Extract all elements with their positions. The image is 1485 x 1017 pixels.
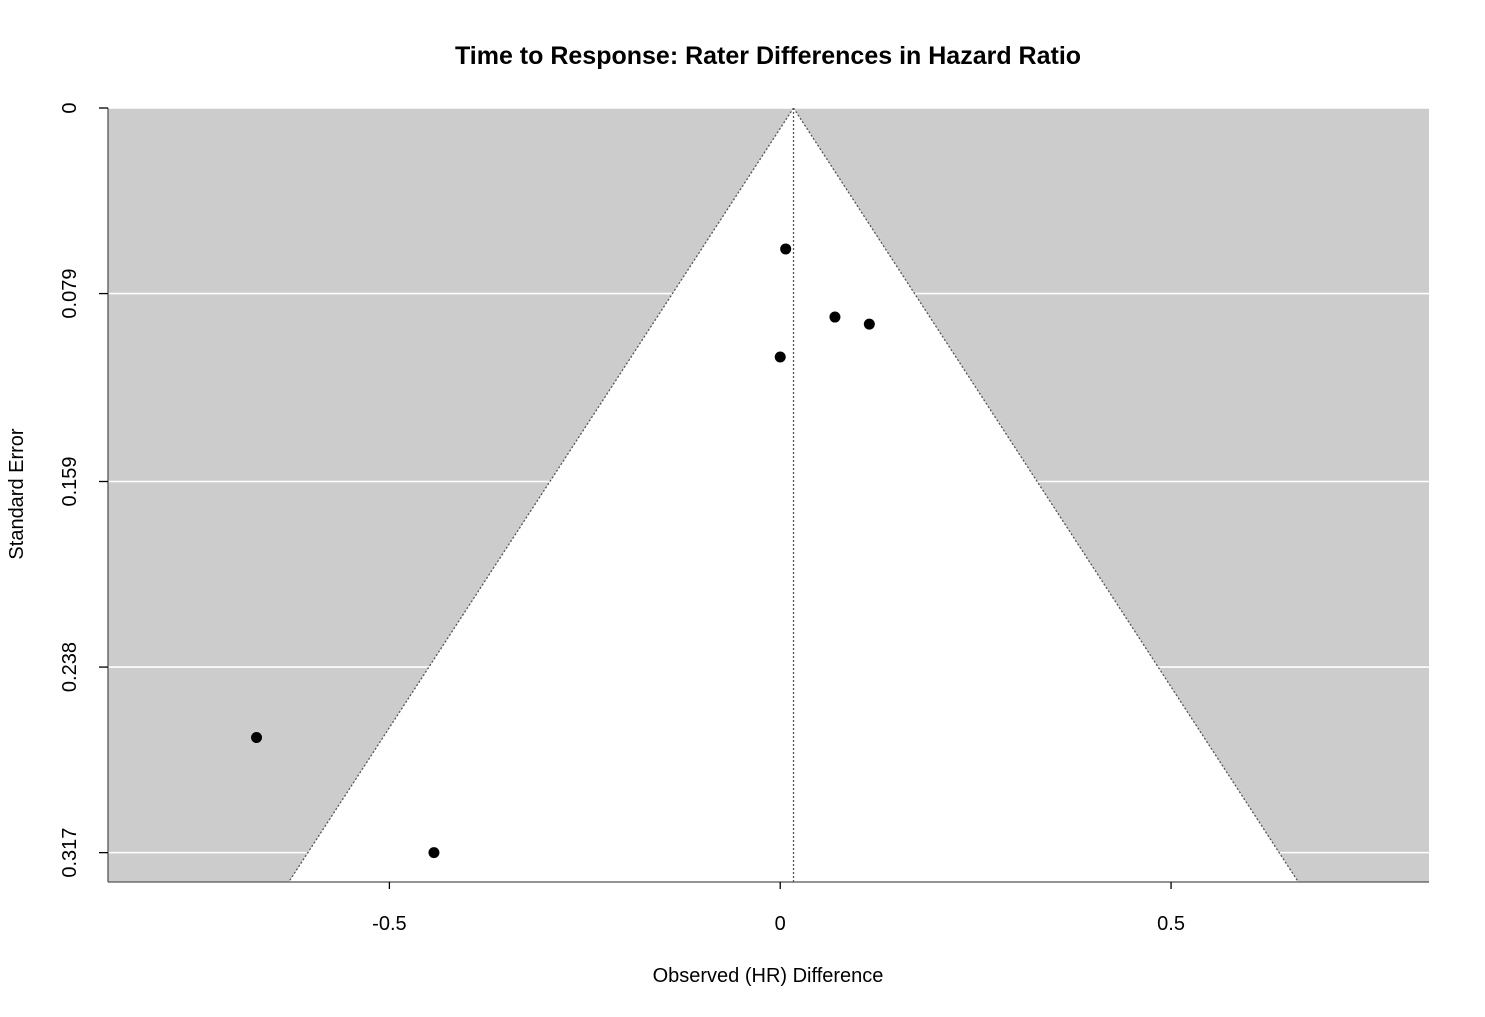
x-axis-label: Observed (HR) Difference (653, 965, 884, 987)
x-tick-label: 0 (775, 913, 786, 935)
y-tick-label: 0.079 (59, 269, 81, 319)
data-point (863, 318, 875, 330)
y-tick-label: 0.159 (59, 456, 81, 506)
funnel-region (288, 108, 1299, 882)
x-tick-label: 0.5 (1157, 913, 1185, 935)
x-tick-label: -0.5 (372, 913, 406, 935)
y-axis-label: Standard Error (6, 428, 28, 560)
data-point (780, 243, 792, 255)
data-point (428, 847, 440, 859)
x-axis: -0.5 0 0.5 (372, 882, 1185, 935)
funnel-group (288, 108, 1299, 882)
y-tick-label: 0.238 (59, 642, 81, 692)
plot-area (107, 107, 1429, 883)
data-point (251, 732, 263, 744)
chart-title: Time to Response: Rater Differences in H… (455, 42, 1081, 70)
data-point (774, 351, 786, 363)
y-tick-label: 0 (59, 102, 81, 113)
y-tick-label: 0.317 (59, 828, 81, 878)
y-axis: 0 0.079 0.159 0.238 0.317 (59, 102, 108, 878)
data-point (829, 311, 841, 323)
